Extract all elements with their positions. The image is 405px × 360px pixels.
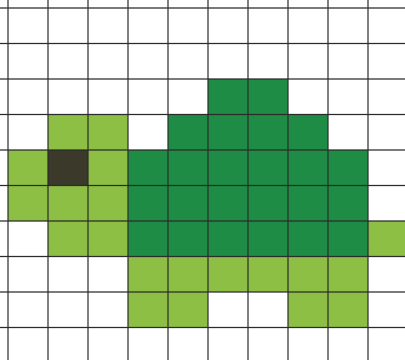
pixel-cell <box>128 221 168 257</box>
pixel-cell <box>248 114 288 150</box>
pixel-cell <box>128 150 168 186</box>
pixel-cell <box>8 185 48 221</box>
pixel-cell <box>248 256 288 292</box>
pixel-cell <box>288 256 328 292</box>
pixel-cell <box>88 150 128 186</box>
pixel-cell <box>128 292 168 328</box>
pixel-cell <box>208 221 248 257</box>
pixel-cell <box>88 221 128 257</box>
pixel-cell <box>88 185 128 221</box>
pixel-cell <box>48 221 88 257</box>
pixel-cell <box>288 292 328 328</box>
pixel-cell <box>208 185 248 221</box>
pixel-cell <box>248 79 288 115</box>
pixel-cell <box>328 150 368 186</box>
pixel-cell <box>168 256 208 292</box>
pixel-cell <box>208 114 248 150</box>
pixel-cell <box>168 150 208 186</box>
pixel-cell <box>168 114 208 150</box>
pixel-cell <box>328 221 368 257</box>
pixel-cell <box>48 185 88 221</box>
pixel-cell <box>208 256 248 292</box>
pixel-cell <box>168 221 208 257</box>
pixel-cell <box>328 185 368 221</box>
pixel-cell <box>328 292 368 328</box>
pixel-cell <box>248 150 288 186</box>
pixel-cell <box>168 185 208 221</box>
pixel-cell <box>328 256 368 292</box>
pixel-cell <box>288 150 328 186</box>
pixel-cell <box>248 221 288 257</box>
pixel-cell <box>288 185 328 221</box>
pixel-cell <box>88 114 128 150</box>
pixel-cell <box>208 79 248 115</box>
pixel-cell <box>168 292 208 328</box>
pixel-cell <box>368 221 405 257</box>
pixel-cell <box>8 150 48 186</box>
pixel-cell <box>288 114 328 150</box>
pixel-cell <box>128 185 168 221</box>
pixel-cell <box>248 185 288 221</box>
pixel-cell <box>128 256 168 292</box>
pixel-cell <box>48 150 88 186</box>
pixel-cell <box>208 150 248 186</box>
pixel-cell <box>288 221 328 257</box>
pixel-cell <box>48 114 88 150</box>
